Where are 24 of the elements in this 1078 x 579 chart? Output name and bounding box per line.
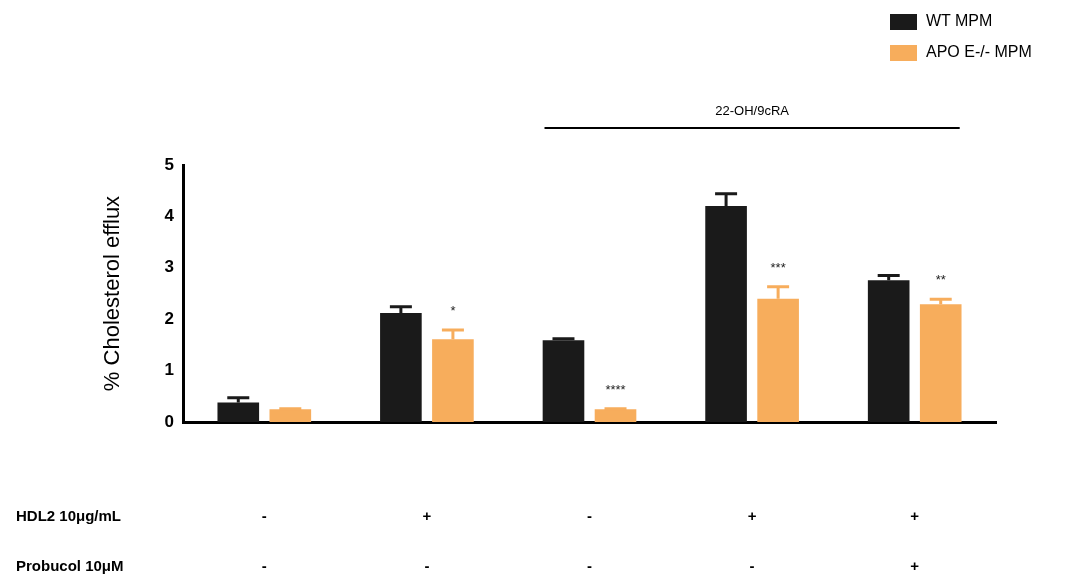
- y-tick-label: 4: [164, 206, 175, 226]
- bar: [269, 409, 312, 422]
- y-tick-label: 5: [164, 154, 174, 174]
- text: Probucol 10μM: [16, 557, 124, 575]
- category-label: + +: [910, 507, 920, 575]
- y-axis-title: % Cholesterol efflux: [99, 195, 125, 392]
- data-label: *: [450, 303, 456, 319]
- legend-label: WT MPM: [926, 12, 993, 30]
- text: 22-OH/9cRA: [715, 103, 790, 119]
- y-tick-label: 0: [164, 411, 174, 431]
- y-tick-label: 1: [164, 360, 174, 380]
- data-label: ***: [770, 259, 786, 275]
- data-label: ****: [605, 381, 626, 397]
- y-tick-label: 3: [164, 257, 174, 277]
- y-tick-label: 2: [164, 308, 174, 328]
- bar: [594, 409, 637, 422]
- category-label: + -: [747, 507, 757, 575]
- bar: [542, 340, 585, 422]
- legend-label: APO E-/- MPM: [926, 43, 1032, 61]
- text: HDL2 10μg/mL: [16, 507, 122, 525]
- category-label: + -: [422, 507, 432, 575]
- data-label: **: [935, 272, 946, 288]
- category-label: - -: [261, 507, 267, 575]
- category-label: - -: [587, 507, 592, 575]
